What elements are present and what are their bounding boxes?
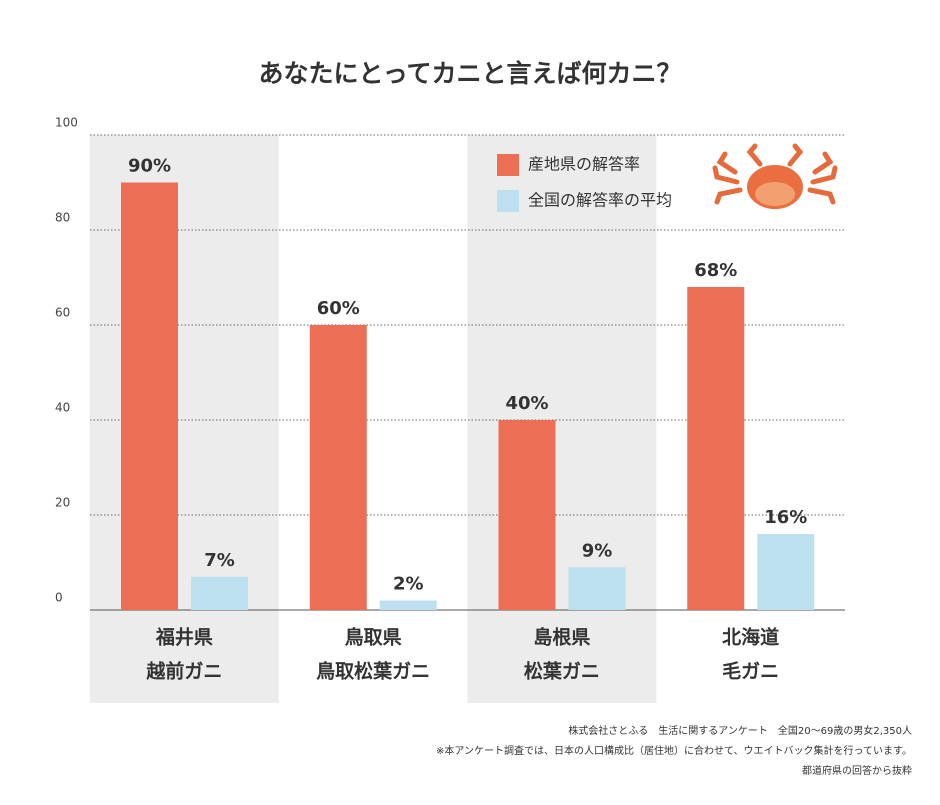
value-label: 40% [505, 393, 548, 414]
legend-swatch [497, 154, 519, 176]
value-label: 60% [317, 298, 360, 319]
category-band [90, 135, 279, 703]
bar [309, 325, 367, 610]
x-tick-label: 越前ガニ [145, 660, 222, 683]
x-tick-label: 鳥取松葉ガニ [316, 660, 430, 683]
footnote: 株式会社さとふる 生活に関するアンケート 全国20〜69歳の男女2,350人 [568, 724, 912, 737]
x-tick-label: 福井県 [155, 626, 213, 649]
bar [498, 420, 556, 610]
value-label: 16% [764, 507, 807, 528]
crab-icon [712, 143, 838, 209]
value-label: 2% [393, 574, 424, 595]
bar [379, 600, 437, 610]
y-tick-label: 0 [55, 591, 63, 605]
x-tick-label: 島根県 [533, 626, 590, 649]
bar [191, 576, 248, 610]
footnote: ※本アンケート調査では、日本の人口構成比（居住地）に合わせて、ウエイトバック集計… [436, 744, 912, 757]
y-tick-label: 80 [55, 211, 70, 225]
bar [121, 182, 178, 610]
value-label: 9% [582, 540, 613, 561]
legend-swatch [497, 190, 519, 212]
x-tick-label: 鳥取県 [345, 626, 402, 649]
y-tick-label: 100 [55, 116, 78, 130]
y-tick-label: 40 [55, 401, 70, 415]
bar [687, 287, 745, 610]
legend-label: 産地県の解答率 [528, 155, 640, 174]
y-tick-label: 20 [55, 496, 70, 510]
chart-title: あなたにとってカニと言えば何カニ？ [258, 59, 681, 88]
bar [757, 534, 815, 610]
x-tick-label: 毛ガニ [722, 661, 779, 683]
legend-label: 全国の解答率の平均 [528, 191, 672, 210]
value-label: 68% [694, 260, 737, 281]
x-tick-label: 北海道 [722, 626, 779, 649]
value-label: 7% [204, 550, 235, 571]
footnote: 都道府県の回答から抜粋 [802, 764, 912, 777]
x-tick-label: 松葉ガニ [524, 660, 600, 683]
category-band [467, 135, 657, 703]
value-label: 90% [128, 156, 171, 177]
bar [568, 567, 626, 610]
y-tick-label: 60 [55, 306, 70, 320]
